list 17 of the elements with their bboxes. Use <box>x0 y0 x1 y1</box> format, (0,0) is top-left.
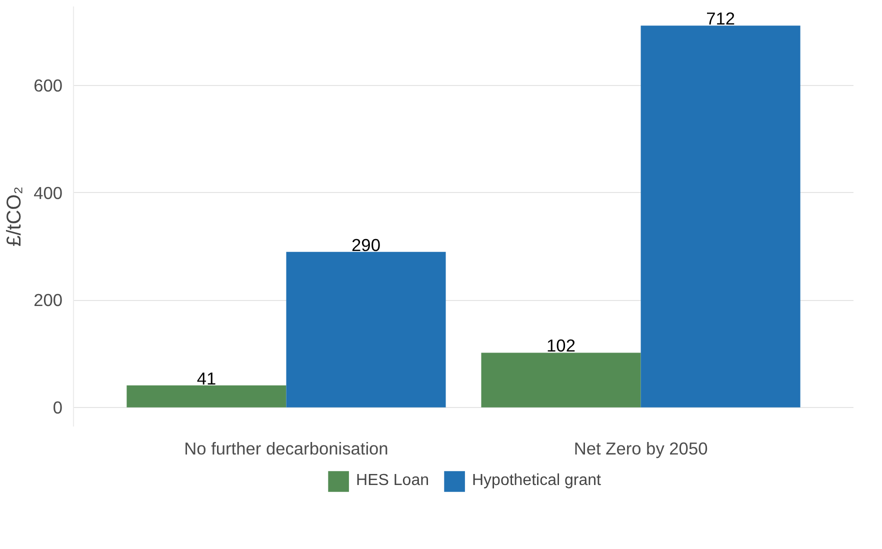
legend-label: Hypothetical grant <box>472 472 601 490</box>
y-axis-title: £/tCO₂ <box>4 186 26 246</box>
bar <box>286 252 446 408</box>
data-label: 290 <box>352 234 380 255</box>
bar <box>481 352 641 408</box>
legend-label: HES Loan <box>356 472 429 490</box>
bar <box>640 26 800 408</box>
y-tick-label: 200 <box>34 290 63 310</box>
y-tick-label: 0 <box>52 397 63 418</box>
y-tick-label: 600 <box>34 76 63 96</box>
data-label: 41 <box>196 368 216 388</box>
data-label: 102 <box>546 336 576 356</box>
x-tick-label: No further decarbonisation <box>184 438 388 458</box>
bar <box>126 385 286 408</box>
y-tick-label: 400 <box>34 182 63 203</box>
x-tick-label: Net Zero by 2050 <box>574 438 708 458</box>
data-label: 712 <box>706 8 736 29</box>
